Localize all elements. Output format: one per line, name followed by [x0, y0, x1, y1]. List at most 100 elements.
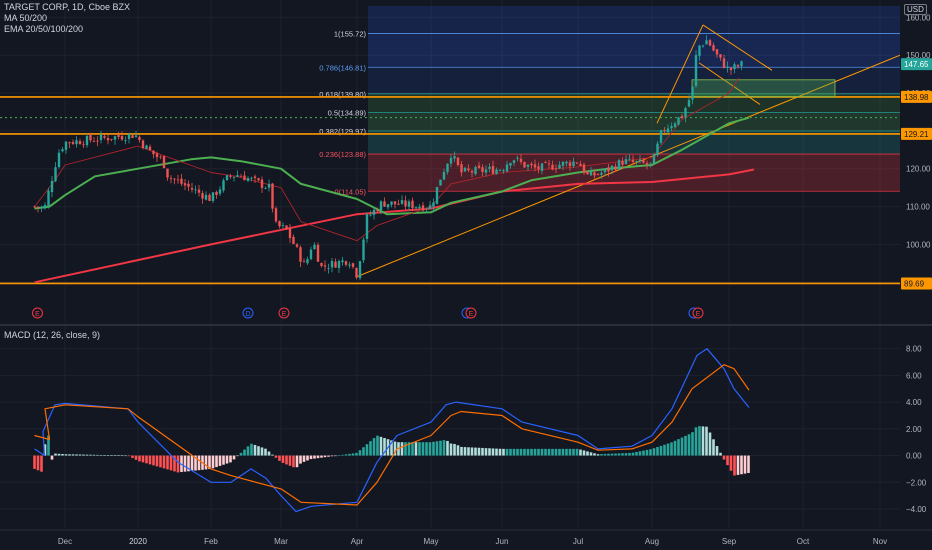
candle	[404, 195, 407, 211]
candle	[652, 153, 656, 164]
histogram-bar	[103, 455, 106, 456]
fib-level-label: 0.618(139.80)	[319, 90, 366, 99]
fib-level-label: 0(114.05)	[334, 187, 366, 196]
histogram-bar	[628, 452, 631, 456]
histogram-bar	[670, 442, 673, 456]
histogram-bar	[141, 455, 145, 463]
last-price-tag-bg	[901, 58, 932, 71]
candle	[267, 179, 271, 192]
candle	[586, 170, 589, 175]
candle	[204, 191, 208, 201]
histogram-bar	[243, 449, 246, 456]
candle	[281, 222, 285, 229]
candle-body	[85, 135, 89, 146]
candle	[414, 206, 418, 211]
candle	[239, 173, 243, 177]
candle-body	[131, 135, 134, 138]
candle-body	[232, 176, 236, 178]
candle	[64, 140, 68, 154]
candle-body	[477, 165, 481, 168]
candle	[719, 54, 722, 61]
candle-body	[652, 153, 656, 164]
candle-body	[680, 115, 684, 118]
histogram-bar	[565, 448, 568, 456]
time-axis-tick: Apr	[351, 537, 364, 546]
candle-body	[236, 175, 239, 177]
ema20-line	[34, 77, 740, 242]
candle-body	[523, 161, 526, 168]
indicator-ema[interactable]: EMA 20/50/100/200	[4, 24, 84, 34]
candle	[376, 207, 379, 213]
candle	[148, 144, 152, 151]
candle-body	[271, 183, 274, 209]
histogram-bar	[106, 455, 110, 456]
histogram-bar	[68, 454, 71, 456]
candle-body	[281, 225, 285, 227]
histogram-bar	[197, 455, 201, 471]
candle	[701, 44, 705, 48]
candle	[449, 154, 453, 168]
candle	[337, 259, 341, 274]
candle-body	[484, 169, 488, 173]
channel-left-line	[656, 24, 704, 124]
candle-body	[572, 161, 575, 167]
fib-zone	[368, 112, 900, 132]
candle	[208, 193, 211, 202]
candle-body	[134, 135, 138, 137]
candle-body	[435, 187, 439, 204]
candle-body	[124, 140, 127, 141]
candle	[190, 182, 194, 193]
candle-body	[719, 54, 722, 58]
histogram-bar	[729, 455, 733, 471]
histogram-bar	[551, 448, 554, 456]
candle-body	[257, 178, 260, 181]
histogram-bar	[649, 449, 652, 456]
indicator-ma[interactable]: MA 50/200	[4, 13, 48, 23]
candle	[705, 35, 708, 45]
event-marker-letter: E	[35, 311, 40, 318]
currency-badge[interactable]: USD	[904, 4, 927, 15]
candle	[299, 245, 302, 267]
candle	[446, 163, 449, 175]
candle-body	[330, 261, 334, 268]
candle	[432, 198, 435, 212]
histogram-bar	[488, 448, 491, 456]
histogram-bar	[113, 455, 117, 456]
candle	[134, 131, 138, 138]
event-marker-letter: E	[696, 311, 701, 318]
candle	[635, 160, 638, 166]
candle-body	[169, 178, 173, 179]
candle-body	[152, 150, 155, 155]
candle-body	[621, 160, 624, 165]
histogram-bar	[85, 454, 89, 456]
candle	[243, 170, 246, 181]
candle	[288, 223, 292, 243]
histogram-bar	[439, 440, 442, 456]
candle	[106, 134, 110, 145]
candle-body	[418, 206, 421, 209]
candle	[733, 62, 736, 74]
macd-legend[interactable]: MACD (12, 26, close, 9)	[4, 330, 101, 340]
candle	[684, 106, 687, 123]
price-level-tag: 138.98	[904, 93, 929, 102]
event-marker	[242, 307, 254, 319]
channel-top-line	[702, 24, 773, 71]
candle	[407, 199, 411, 211]
candle-body	[442, 171, 446, 180]
histogram-bar	[274, 455, 278, 458]
candle-body	[463, 167, 467, 172]
candle-body	[127, 133, 131, 139]
candle-body	[120, 136, 124, 140]
candle	[379, 200, 383, 215]
candle-body	[474, 167, 477, 175]
histogram-bar	[383, 438, 386, 456]
histogram-bar	[320, 455, 323, 458]
histogram-bar	[533, 448, 537, 456]
candle-body	[40, 207, 43, 209]
candle	[225, 174, 229, 181]
signal-line	[34, 364, 750, 506]
symbol-title[interactable]: TARGET CORP, 1D, Cboe BZX	[4, 2, 131, 12]
candle	[120, 131, 124, 141]
time-axis-tick: Nov	[873, 537, 887, 546]
